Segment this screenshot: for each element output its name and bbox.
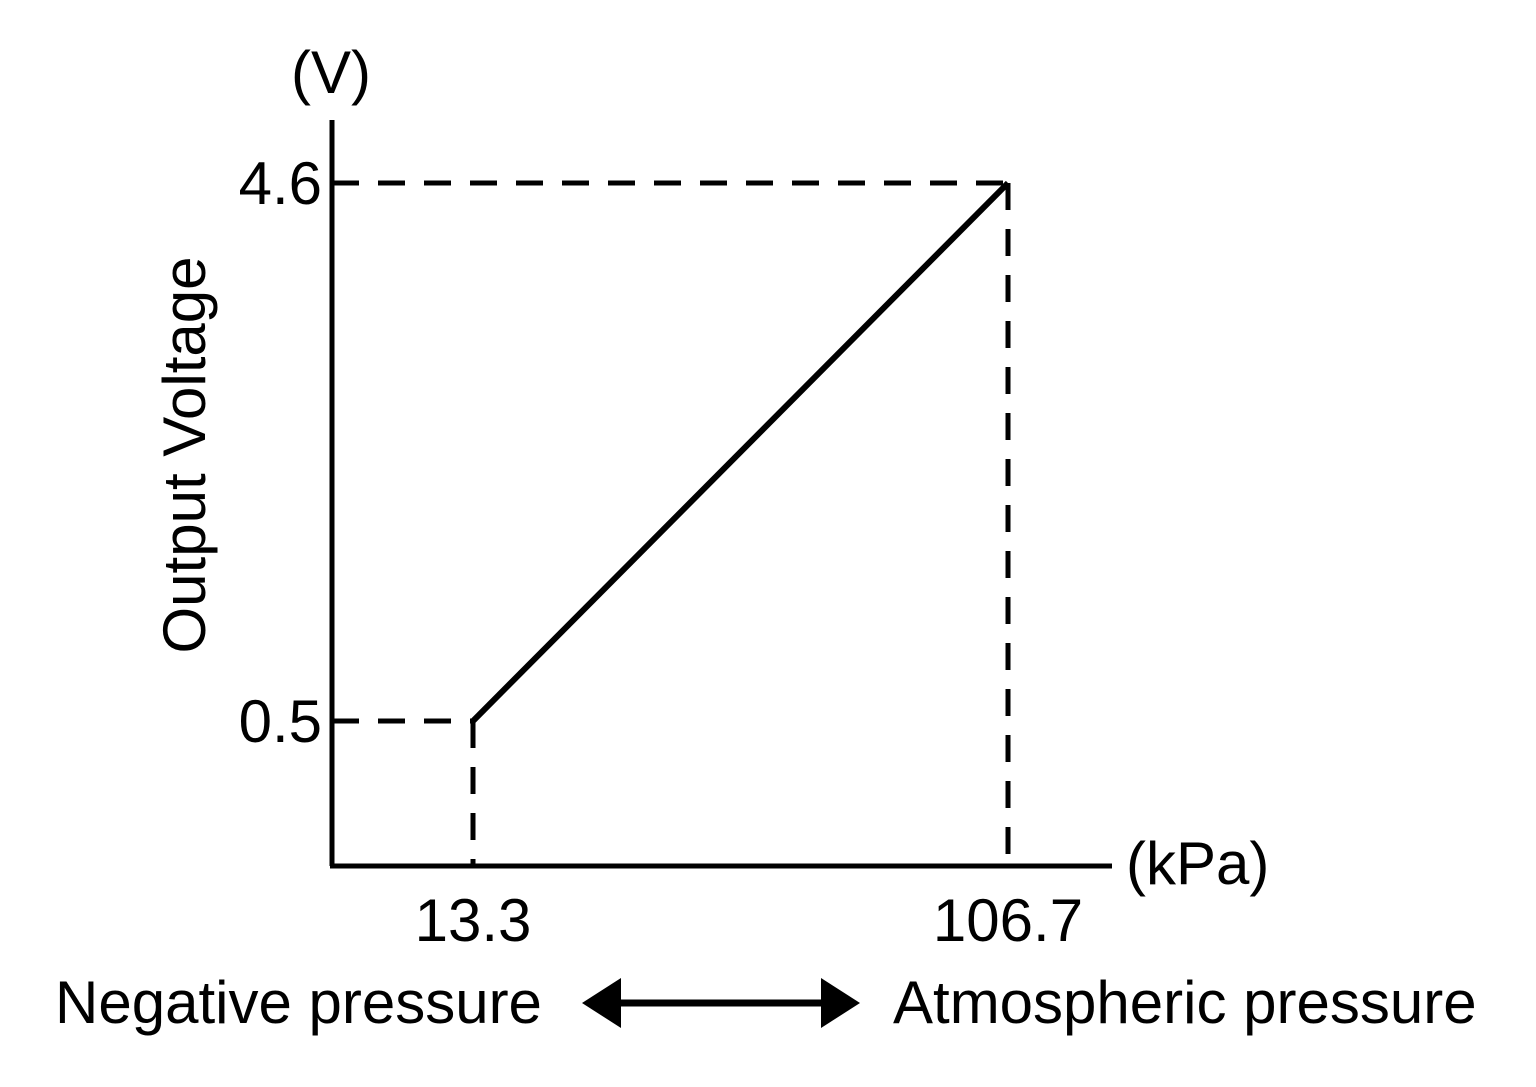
y-tick-0: 0.5: [239, 688, 322, 755]
x-tick-0: 13.3: [415, 887, 532, 954]
double-arrow-icon: [582, 978, 860, 1028]
x-annotation-left: Negative pressure: [55, 969, 542, 1036]
x-annotation-right: Atmospheric pressure: [893, 969, 1477, 1036]
y-tick-1: 4.6: [239, 150, 322, 217]
x-axis-unit-label: (kPa): [1126, 830, 1269, 897]
x-tick-1: 106.7: [933, 887, 1083, 954]
y-axis-unit-label: (V): [291, 39, 371, 106]
y-axis-title: Output Voltage: [151, 257, 218, 654]
plot-lines: [332, 180, 1011, 864]
